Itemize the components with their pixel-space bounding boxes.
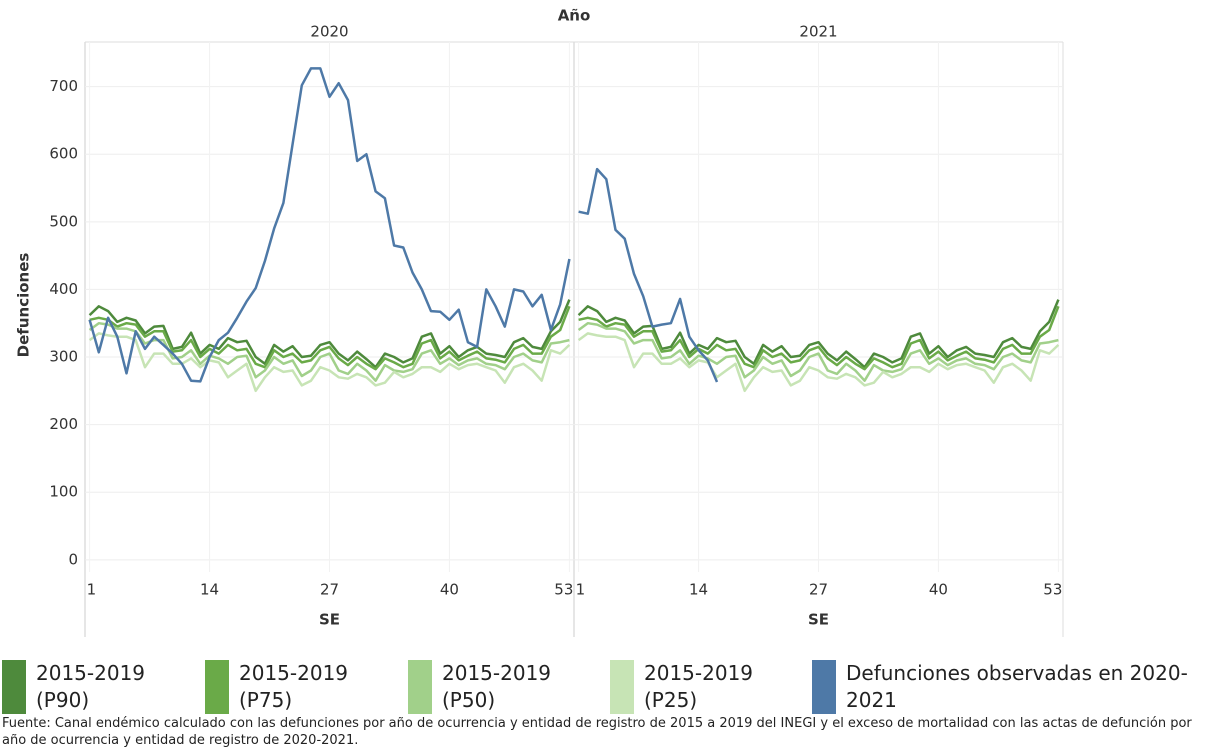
legend-swatch bbox=[2, 660, 26, 714]
legend-item: 2015-2019 (P90) bbox=[2, 660, 192, 714]
x-tick-label: 14 bbox=[689, 581, 708, 599]
series-line bbox=[577, 332, 1060, 393]
y-tick-label: 700 bbox=[49, 77, 78, 95]
panel-label: 2021 bbox=[799, 23, 837, 41]
x-tick-label: 53 bbox=[1043, 581, 1062, 599]
x-tick-label: 53 bbox=[554, 581, 573, 599]
source-note: Fuente: Canal endémico calculado con las… bbox=[2, 716, 1192, 748]
y-tick-label: 300 bbox=[49, 348, 78, 366]
series-line bbox=[88, 332, 571, 393]
legend-label: Defunciones observadas en 2020-2021 bbox=[846, 661, 1188, 712]
series-line bbox=[578, 167, 719, 383]
legend-label: 2015-2019 (P25) bbox=[644, 661, 754, 712]
series-line bbox=[577, 321, 1059, 382]
series-line bbox=[89, 305, 571, 371]
x-axis-label: SE bbox=[808, 611, 829, 629]
y-tick-label: 400 bbox=[49, 280, 78, 298]
panel-title: Año bbox=[558, 7, 591, 25]
legend-swatch bbox=[408, 660, 432, 714]
series-line bbox=[88, 67, 571, 383]
legend: 2015-2019 (P90) 2015-2019 (P75) 2015-2019 … bbox=[0, 660, 1220, 714]
x-tick-label: 14 bbox=[200, 581, 219, 599]
x-tick-label: 27 bbox=[809, 581, 828, 599]
x-tick-label: 40 bbox=[440, 581, 459, 599]
legend-label: 2015-2019 (P50) bbox=[442, 661, 552, 712]
legend-swatch bbox=[812, 660, 836, 714]
x-tick-label: 27 bbox=[320, 581, 339, 599]
y-tick-label: 100 bbox=[49, 483, 78, 501]
y-tick-label: 200 bbox=[49, 415, 78, 433]
legend-label: 2015-2019 (P75) bbox=[239, 661, 349, 712]
legend-item: Defunciones observadas en 2020-2021 bbox=[812, 660, 1212, 714]
legend-item: 2015-2019 (P50) bbox=[408, 660, 598, 714]
y-tick-label: 600 bbox=[49, 145, 78, 163]
y-tick-label: 0 bbox=[68, 550, 78, 568]
y-tick-label: 500 bbox=[49, 212, 78, 230]
series-line bbox=[578, 305, 1060, 371]
y-axis-label: Defunciones bbox=[15, 253, 33, 358]
series-line bbox=[577, 299, 1060, 369]
legend-swatch bbox=[610, 660, 634, 714]
legend-label: 2015-2019 (P90) bbox=[36, 661, 146, 712]
panel-label: 2020 bbox=[310, 23, 348, 41]
x-tick-label: 1 bbox=[87, 581, 97, 599]
legend-item: 2015-2019 (P25) bbox=[610, 660, 800, 714]
chart: Año Defunciones 0 100 200 300 400 500 600 700 20… bbox=[15, 7, 1064, 637]
legend-item: 2015-2019 (P75) bbox=[205, 660, 395, 714]
series-line bbox=[88, 299, 571, 369]
x-tick-label: 1 bbox=[576, 581, 586, 599]
x-tick-label: 40 bbox=[929, 581, 948, 599]
legend-swatch bbox=[205, 660, 229, 714]
x-axis-label: SE bbox=[319, 611, 340, 629]
